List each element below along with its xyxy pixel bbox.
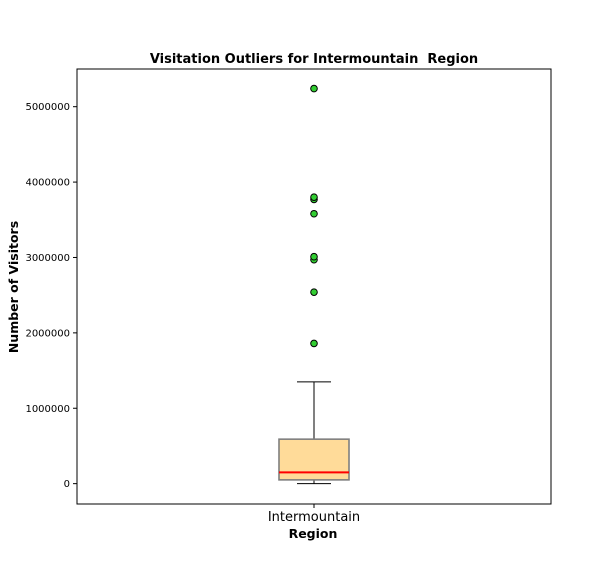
x-axis: Intermountain — [268, 504, 360, 525]
x-tick-label: Intermountain — [268, 510, 360, 525]
outlier-point — [310, 339, 318, 348]
outlier-point — [310, 252, 318, 261]
box-marks — [278, 84, 350, 485]
y-tick-label: 3000000 — [25, 253, 70, 264]
outlier-point — [310, 209, 318, 218]
outlier-point — [310, 193, 318, 201]
y-tick-label: 1000000 — [25, 404, 70, 415]
y-axis-label: Number of Visitors — [6, 221, 21, 353]
y-tick-label: 4000000 — [25, 178, 70, 189]
y-tick-label: 2000000 — [25, 328, 70, 339]
y-tick-label: 5000000 — [25, 102, 70, 113]
y-tick-label: 0 — [64, 479, 70, 490]
y-axis: 0 1000000 2000000 3000000 4000000 5000000 — [25, 102, 77, 490]
outlier-point — [310, 288, 318, 296]
chart-title: Visitation Outliers for Intermountain Re… — [150, 52, 478, 67]
iqr-box — [278, 438, 350, 481]
outlier-point — [310, 84, 318, 93]
x-axis-label: Region — [289, 526, 338, 541]
